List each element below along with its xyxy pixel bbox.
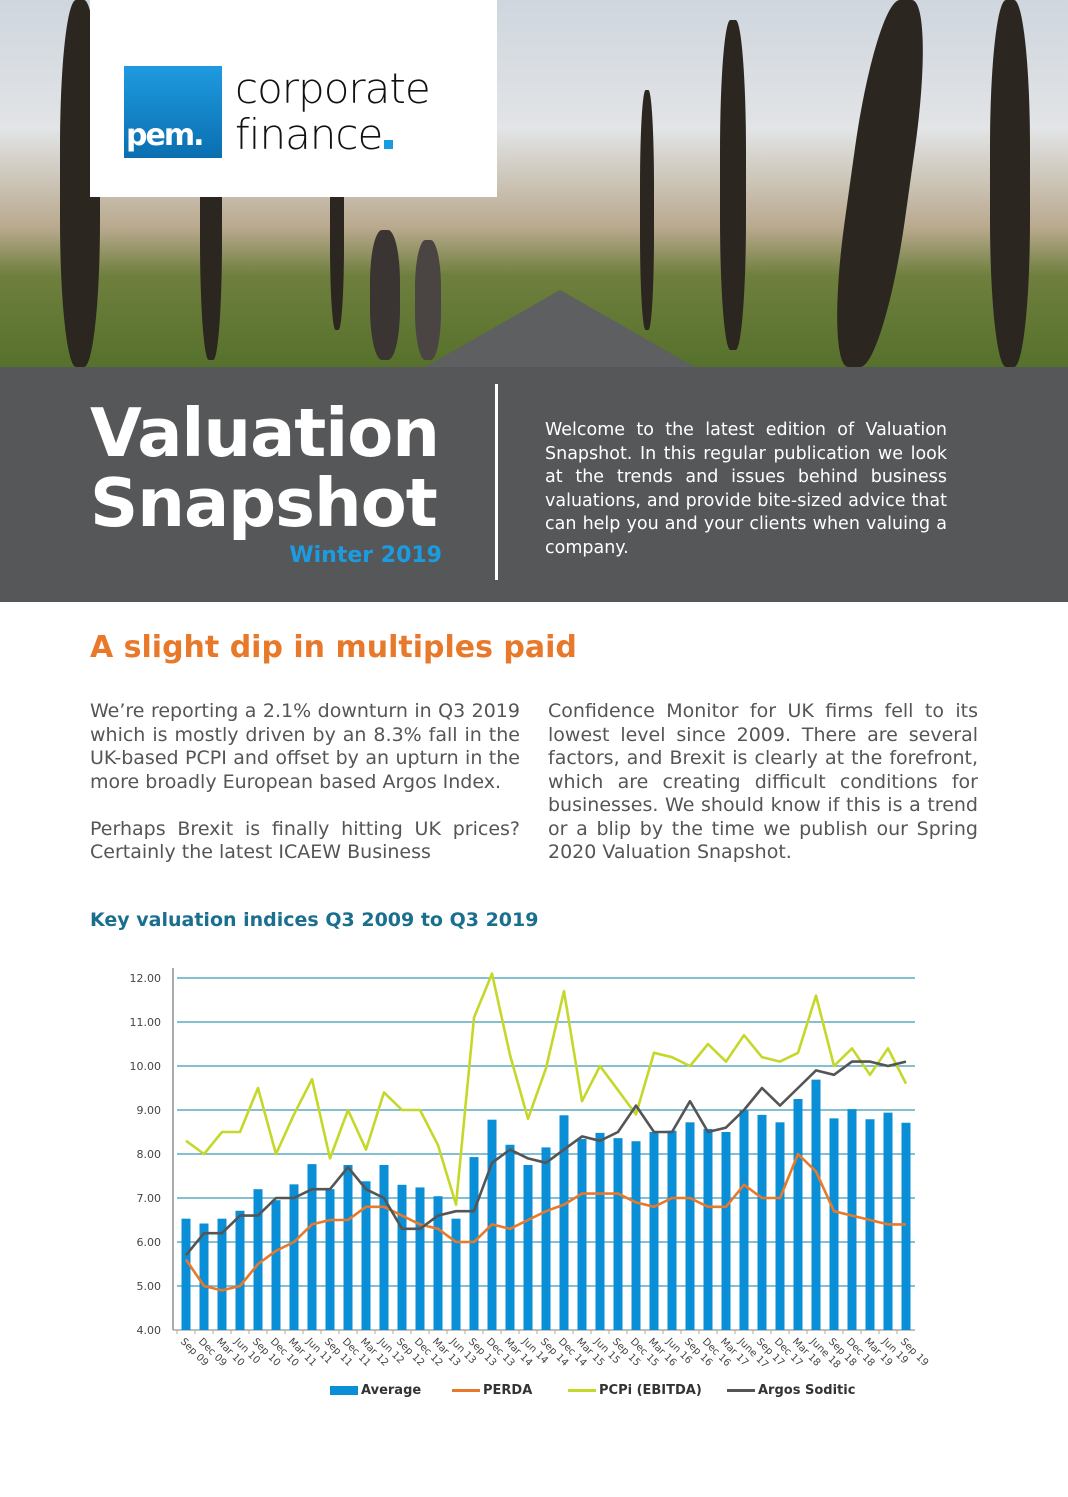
bar-average xyxy=(775,1122,785,1330)
article-column-2: Confidence Monitor for UK firms fell to … xyxy=(548,700,978,888)
y-tick-label: 5.00 xyxy=(137,1280,162,1293)
y-tick-label: 7.00 xyxy=(137,1192,162,1205)
line-pcpi-ebitda- xyxy=(185,972,908,1206)
bar-average xyxy=(541,1147,551,1330)
bar-average xyxy=(271,1200,281,1330)
bar-average xyxy=(649,1132,659,1330)
article-column-1: We’re reporting a 2.1% downturn in Q3 20… xyxy=(90,700,520,888)
paragraph: We’re reporting a 2.1% downturn in Q3 20… xyxy=(90,700,520,793)
brand-wordmark: corporate finance xyxy=(235,64,431,159)
brand-line1: corporate xyxy=(235,64,431,113)
bar-average xyxy=(181,1218,191,1330)
bar-average xyxy=(847,1109,857,1330)
brand-line2: finance xyxy=(235,110,383,159)
bar-average xyxy=(325,1189,335,1330)
page-title: Valuation Snapshot xyxy=(90,394,440,542)
y-tick-label: 4.00 xyxy=(137,1324,162,1337)
bar-average xyxy=(721,1132,731,1330)
bar-average xyxy=(757,1114,767,1330)
header-band xyxy=(0,367,1068,602)
bar-average xyxy=(865,1119,875,1330)
bar-average xyxy=(703,1128,713,1330)
bar-average xyxy=(343,1165,353,1330)
bar-average xyxy=(793,1099,803,1330)
intro-text: Welcome to the latest edition of Valuati… xyxy=(545,420,947,558)
bar-average xyxy=(901,1122,911,1330)
divider xyxy=(495,384,498,580)
y-tick-label: 12.00 xyxy=(130,972,162,985)
legend-pcpi: PCPi (EBITDA) xyxy=(568,1383,702,1398)
bar-average xyxy=(523,1165,533,1330)
avenue-path xyxy=(420,290,700,367)
bar-average xyxy=(739,1110,749,1330)
bar-average xyxy=(505,1144,515,1330)
bar-average xyxy=(361,1181,371,1330)
bar-average xyxy=(217,1218,227,1330)
bar-average xyxy=(433,1196,443,1330)
line-argos-soditic xyxy=(184,1060,907,1257)
bar-average xyxy=(379,1165,389,1330)
bar-average xyxy=(397,1184,407,1330)
bar-average xyxy=(559,1115,569,1330)
edition-label: Winter 2019 xyxy=(289,543,442,568)
legend-average: Average xyxy=(330,1383,421,1398)
bar-average xyxy=(685,1122,695,1330)
bar-average xyxy=(469,1157,479,1330)
bar-average xyxy=(577,1139,587,1330)
article-heading: A slight dip in multiples paid xyxy=(90,630,577,665)
y-tick-label: 11.00 xyxy=(130,1016,162,1029)
y-tick-label: 6.00 xyxy=(137,1236,162,1249)
title-line2: Snapshot xyxy=(90,464,438,542)
y-tick-label: 10.00 xyxy=(130,1060,162,1073)
bar-average xyxy=(811,1079,821,1330)
bar-average xyxy=(883,1112,893,1330)
bar-average xyxy=(307,1164,317,1330)
legend-perda: PERDA xyxy=(452,1383,532,1398)
paragraph: Confidence Monitor for UK firms fell to … xyxy=(548,700,978,863)
bar-average xyxy=(199,1223,209,1330)
bar-average xyxy=(289,1184,299,1330)
logo: pem. corporate finance xyxy=(90,0,497,197)
bar-average xyxy=(631,1141,641,1330)
title-line1: Valuation xyxy=(90,394,440,472)
chart-title: Key valuation indices Q3 2009 to Q3 2019 xyxy=(90,909,539,931)
pem-logo-badge: pem. xyxy=(124,66,222,158)
bar-average xyxy=(595,1132,605,1330)
bar-average xyxy=(667,1130,677,1330)
paragraph: Perhaps Brexit is finally hitting UK pri… xyxy=(90,817,520,864)
legend-argos: Argos Soditic xyxy=(727,1383,855,1398)
bar-average xyxy=(451,1218,461,1330)
y-tick-label: 8.00 xyxy=(137,1148,162,1161)
bar-average xyxy=(235,1210,245,1330)
bar-average xyxy=(829,1118,839,1330)
bar-average xyxy=(253,1189,263,1330)
line-perda xyxy=(184,1152,906,1292)
bar-average xyxy=(613,1138,623,1330)
bar-average xyxy=(415,1187,425,1330)
y-tick-label: 9.00 xyxy=(137,1104,162,1117)
